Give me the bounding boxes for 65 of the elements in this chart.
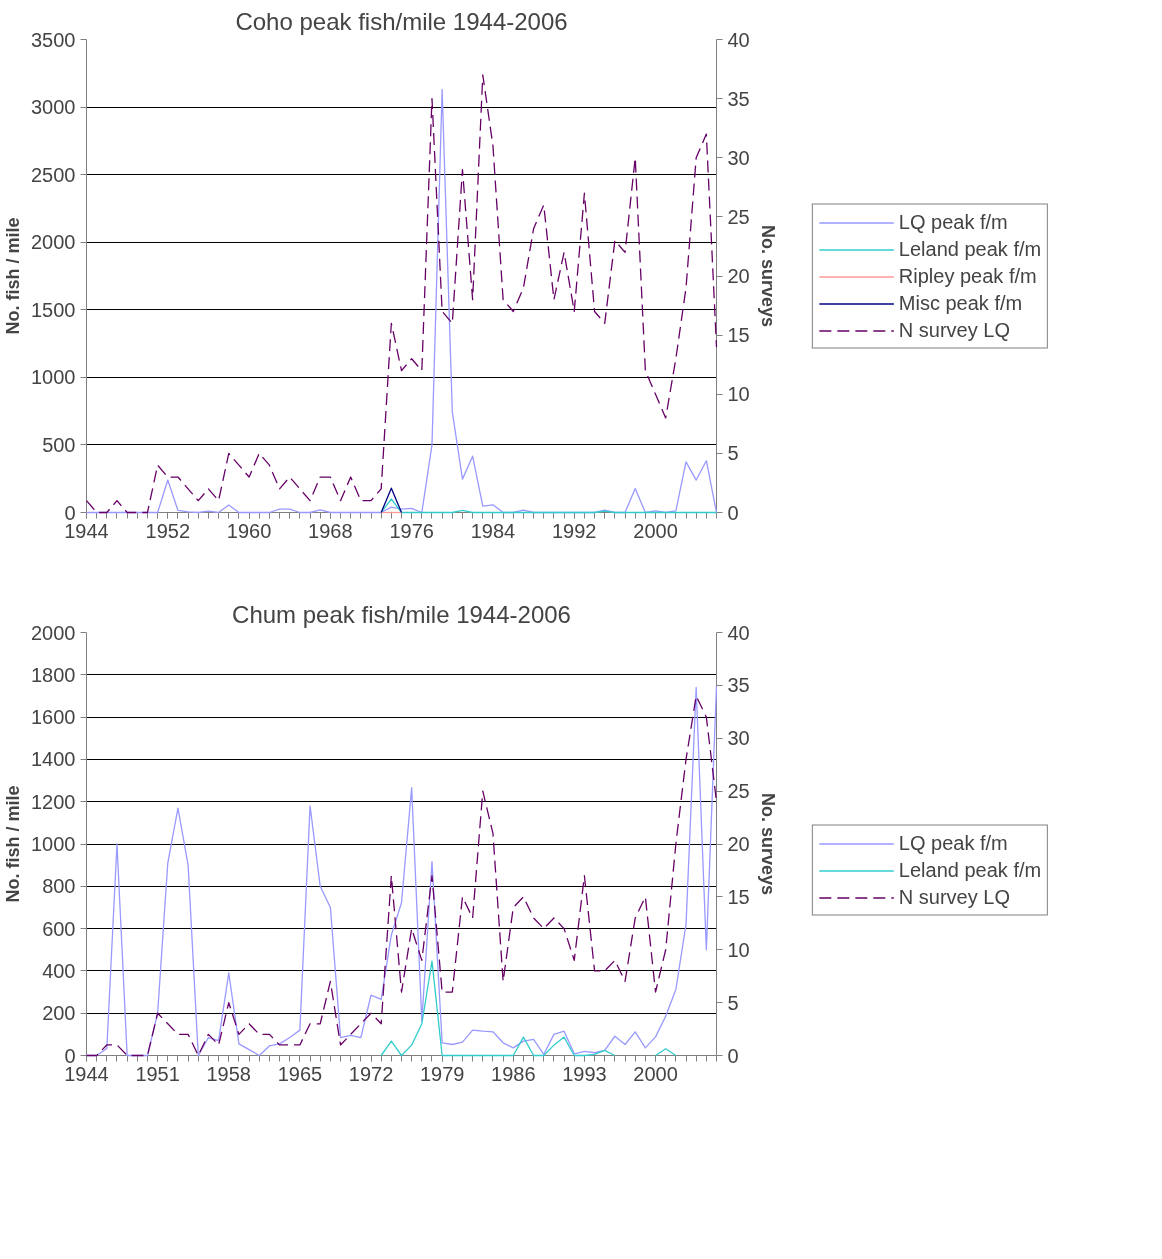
legend-label: Leland peak f/m bbox=[898, 858, 1042, 882]
chart-title: Coho peak fish/mile 1944-2006 bbox=[235, 7, 568, 35]
y2-tick-label: 0 bbox=[727, 501, 739, 524]
legend-label: LQ peak f/m bbox=[898, 831, 1008, 855]
x-tick-label: 1952 bbox=[145, 519, 191, 542]
y2-tick-label: 5 bbox=[727, 442, 739, 465]
y-tick-label: 1000 bbox=[31, 833, 76, 855]
x-tick-label: 1984 bbox=[470, 519, 516, 542]
chart-title: Chum peak fish/mile 1944-2006 bbox=[232, 600, 571, 628]
y-tick-label: 600 bbox=[42, 917, 76, 940]
y-tick-label: 400 bbox=[42, 959, 76, 982]
x-tick-label: 1960 bbox=[226, 519, 272, 542]
y-tick-label: 2500 bbox=[31, 163, 76, 186]
y-tick-label: 3000 bbox=[31, 96, 76, 119]
x-tick-label: 1993 bbox=[562, 1062, 607, 1085]
y-axis-title: No. fish / mile bbox=[3, 217, 24, 335]
x-tick-label: 1965 bbox=[277, 1062, 323, 1085]
y-axis-title: No. fish / mile bbox=[3, 785, 24, 903]
y-tick-label: 1500 bbox=[31, 298, 76, 321]
y2-tick-label: 30 bbox=[727, 146, 750, 169]
x-tick-label: 1976 bbox=[389, 519, 434, 542]
y2-tick-label: 5 bbox=[727, 991, 739, 1014]
y2-axis-title: No. surveys bbox=[757, 792, 778, 896]
x-tick-label: 1958 bbox=[206, 1062, 252, 1085]
y2-tick-label: 35 bbox=[727, 87, 750, 110]
x-tick-label: 1972 bbox=[348, 1062, 394, 1085]
y-tick-label: 1400 bbox=[31, 748, 76, 771]
y-tick-label: 800 bbox=[42, 875, 76, 898]
legend-label: Leland peak f/m bbox=[898, 237, 1042, 261]
x-tick-label: 2000 bbox=[633, 1062, 678, 1085]
legend-label: N survey LQ bbox=[898, 318, 1010, 342]
legend-label: Misc peak f/m bbox=[898, 291, 1023, 315]
y2-tick-label: 15 bbox=[727, 324, 750, 347]
line-series bbox=[380, 498, 718, 514]
y2-tick-label: 15 bbox=[727, 885, 750, 908]
y-tick-label: 3500 bbox=[31, 28, 76, 51]
y-tick-label: 2000 bbox=[31, 621, 76, 644]
y-tick-label: 1200 bbox=[31, 790, 76, 813]
x-tick-label: 1992 bbox=[552, 519, 597, 542]
y2-tick-label: 10 bbox=[727, 383, 750, 406]
y2-axis-title: No. surveys bbox=[757, 224, 778, 328]
y-tick-label: 1800 bbox=[31, 663, 76, 686]
y2-tick-label: 25 bbox=[727, 205, 750, 228]
legend-label: LQ peak f/m bbox=[898, 210, 1008, 234]
y-tick-label: 2000 bbox=[31, 231, 76, 254]
legend-label: Ripley peak f/m bbox=[898, 264, 1037, 288]
y-tick-label: 1000 bbox=[31, 366, 76, 389]
y2-tick-label: 20 bbox=[727, 265, 750, 287]
y2-tick-label: 40 bbox=[727, 621, 750, 644]
x-tick-label: 1968 bbox=[308, 519, 353, 542]
y-tick-label: 200 bbox=[42, 1002, 76, 1025]
y2-tick-label: 20 bbox=[727, 833, 750, 855]
x-tick-label: 1986 bbox=[491, 1062, 536, 1085]
x-tick-label: 1979 bbox=[419, 1062, 465, 1085]
y2-tick-label: 35 bbox=[727, 674, 750, 697]
y2-tick-label: 0 bbox=[727, 1044, 739, 1067]
y2-tick-label: 40 bbox=[727, 28, 750, 51]
y2-tick-label: 10 bbox=[727, 938, 750, 961]
x-tick-label: 2000 bbox=[633, 519, 678, 542]
y2-tick-label: 30 bbox=[727, 727, 750, 750]
y2-tick-label: 25 bbox=[727, 780, 750, 803]
legend-label: N survey LQ bbox=[898, 885, 1010, 909]
x-tick-label: 1951 bbox=[135, 1062, 180, 1085]
y-tick-label: 500 bbox=[42, 433, 76, 456]
y-tick-label: 1600 bbox=[31, 706, 76, 729]
